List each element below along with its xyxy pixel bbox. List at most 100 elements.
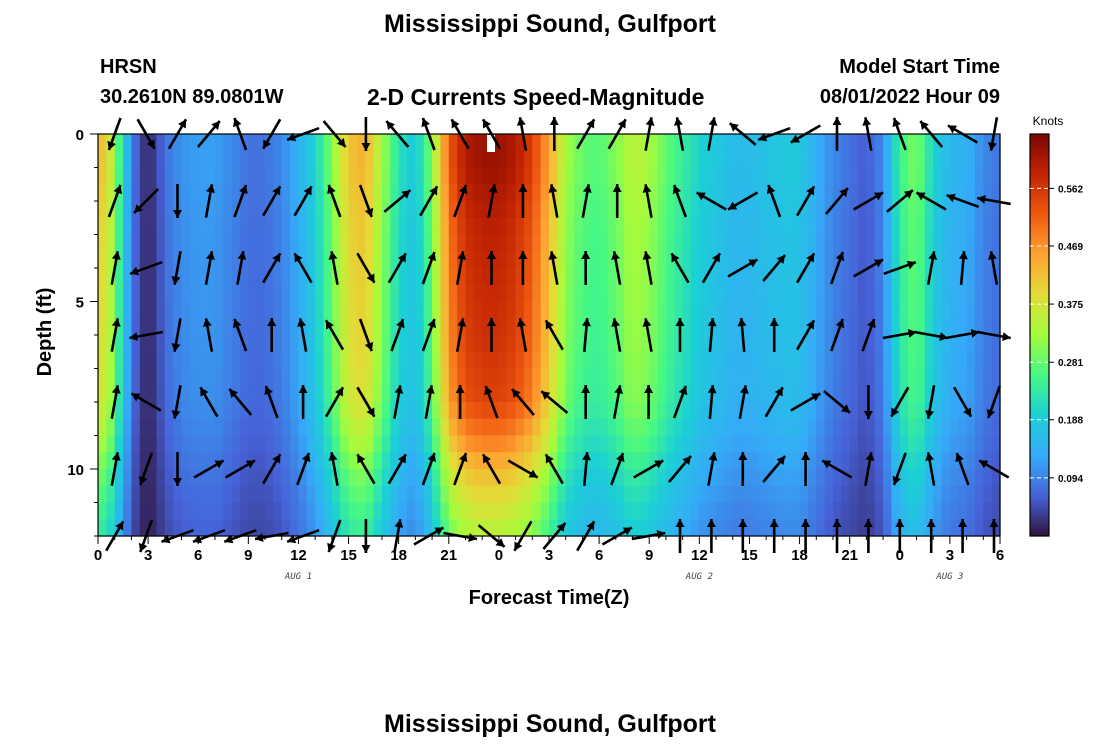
heatmap-cell <box>866 502 876 520</box>
heatmap-cell <box>916 301 926 319</box>
heatmap-cell <box>649 418 659 437</box>
heatmap-cell <box>983 485 993 504</box>
heatmap-cell <box>265 469 274 487</box>
heatmap-cell <box>123 485 133 504</box>
heatmap-cell <box>791 452 801 470</box>
heatmap-cell <box>807 150 817 169</box>
heatmap-cell <box>757 251 767 269</box>
heatmap-cell <box>766 368 776 386</box>
heatmap-cell <box>874 234 884 252</box>
heatmap-cell <box>507 167 517 185</box>
heatmap-cell <box>991 318 1001 336</box>
heatmap-cell <box>465 318 475 336</box>
heatmap-cell <box>415 452 425 470</box>
heatmap-cell <box>690 385 700 403</box>
heatmap-cell <box>933 234 943 252</box>
heatmap-cell <box>941 502 951 520</box>
heatmap-cell <box>273 284 283 303</box>
heatmap-cell <box>699 335 709 353</box>
heatmap-cell <box>816 418 826 437</box>
heatmap-cell <box>281 402 291 420</box>
heatmap-cell <box>181 385 191 403</box>
heatmap-cell <box>924 502 934 520</box>
heatmap-cell <box>716 418 725 437</box>
heatmap-cell <box>340 485 350 504</box>
heatmap-cell <box>707 150 717 169</box>
heatmap-cell <box>590 217 600 236</box>
heatmap-cell <box>874 150 884 169</box>
heatmap-cell <box>465 502 475 520</box>
heatmap-cell <box>231 335 241 353</box>
heatmap-cell <box>674 368 684 386</box>
heatmap-cell <box>315 150 325 169</box>
heatmap-cell <box>749 268 759 286</box>
heatmap-cell <box>924 335 934 353</box>
heatmap-cell <box>498 284 508 303</box>
heatmap-cell <box>640 268 650 286</box>
heatmap-cell <box>457 452 467 470</box>
current-arrow <box>581 184 592 218</box>
heatmap-cell <box>933 385 943 403</box>
heatmap-cell <box>181 251 191 269</box>
heatmap-cell <box>298 469 308 487</box>
heatmap-cell <box>306 368 316 386</box>
heatmap-cell <box>757 150 767 169</box>
heatmap-cell <box>164 217 174 236</box>
heatmap-cell <box>540 418 550 437</box>
heatmap-cell <box>365 368 375 386</box>
heatmap-cell <box>832 150 842 169</box>
heatmap-cell <box>607 318 617 336</box>
heatmap-cell <box>98 184 107 202</box>
heatmap-cell <box>766 234 776 252</box>
heatmap-cell <box>331 351 341 370</box>
heatmap-cell <box>966 217 976 236</box>
heatmap-cell <box>365 167 375 185</box>
current-arrow <box>701 252 722 284</box>
heatmap-cell <box>824 134 834 152</box>
heatmap-cell <box>440 335 450 353</box>
heatmap-cell <box>774 167 784 185</box>
heatmap-cell <box>381 452 391 470</box>
heatmap-cell <box>599 519 609 537</box>
heatmap-cell <box>699 485 709 504</box>
heatmap-cell <box>565 502 575 520</box>
heatmap-cell <box>974 502 984 520</box>
current-arrow <box>762 455 787 483</box>
heatmap-cell <box>106 368 116 386</box>
heatmap-cell <box>974 134 984 152</box>
heatmap-cell <box>749 452 759 470</box>
heatmap-cell <box>265 502 274 520</box>
heatmap-cell <box>131 217 141 236</box>
heatmap-cell <box>607 502 617 520</box>
heatmap-cell <box>223 368 233 386</box>
heatmap-cell <box>365 452 375 470</box>
heatmap-cell <box>941 351 951 370</box>
current-arrow <box>890 386 910 418</box>
heatmap-cell <box>239 452 249 470</box>
heatmap-cell <box>348 452 358 470</box>
heatmap-cell <box>173 268 183 286</box>
heatmap-cell <box>457 284 467 303</box>
heatmap-cell <box>949 469 959 487</box>
heatmap-cell <box>98 268 107 286</box>
heatmap-cell <box>415 469 425 487</box>
heatmap-cell <box>741 234 751 252</box>
heatmap-cell <box>381 485 391 504</box>
heatmap-cell <box>356 335 366 353</box>
heatmap-cell <box>582 351 592 370</box>
date-label: AUG 1 <box>284 572 312 582</box>
heatmap-cell <box>749 284 759 303</box>
heatmap-cell <box>858 167 867 185</box>
heatmap-cell <box>883 469 893 487</box>
heatmap-cell <box>624 385 634 403</box>
heatmap-cell <box>398 351 408 370</box>
y-axis-label: Depth (ft) <box>34 288 56 377</box>
heatmap-cell <box>290 268 300 286</box>
heatmap-cell <box>281 502 291 520</box>
heatmap-cell <box>657 418 667 437</box>
heatmap-cell <box>457 435 467 453</box>
heatmap-cell <box>407 318 416 336</box>
heatmap-cell <box>974 351 984 370</box>
heatmap-cell <box>682 268 692 286</box>
heatmap-cell <box>841 150 851 169</box>
